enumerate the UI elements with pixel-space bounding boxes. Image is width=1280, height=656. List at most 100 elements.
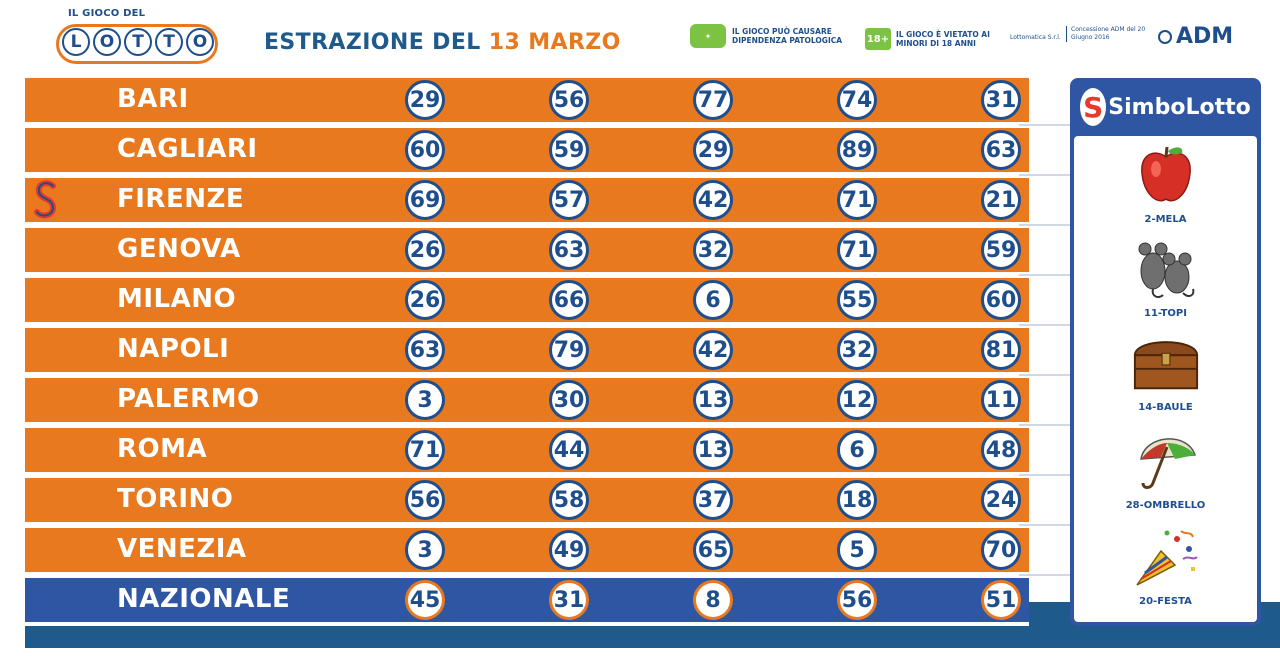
city-name: NAPOLI [117, 334, 230, 364]
adm-emblem-icon [1158, 29, 1172, 44]
footer-bar [25, 626, 1280, 648]
logo-letter: O [186, 28, 214, 56]
drawn-number: 45 [405, 580, 445, 620]
drawn-number: 60 [981, 280, 1021, 320]
logo-letter: T [155, 28, 183, 56]
simbolotto-marker-icon [34, 180, 57, 219]
drawn-number: 11 [981, 380, 1021, 420]
title-prefix: ESTRAZIONE DEL [264, 30, 481, 55]
row-divider-line [1019, 524, 1079, 526]
drawn-number: 13 [693, 430, 733, 470]
row-divider-line [1019, 574, 1079, 576]
age-badge: 18+ [865, 28, 891, 50]
drawn-number: 44 [549, 430, 589, 470]
header: IL GIOCO DEL L O T T O ESTRAZIONE DEL 13… [0, 0, 1280, 76]
drawn-number: 71 [837, 180, 877, 220]
drawn-number: 21 [981, 180, 1021, 220]
gioco-sicuro-icon: ✦ [690, 24, 726, 48]
draw-row: PALERMO 3 30 13 12 11 [25, 378, 1029, 422]
drawn-number: 55 [837, 280, 877, 320]
row-divider [25, 272, 1079, 278]
row-divider [25, 372, 1079, 378]
symbol-label: 20-FESTA [1139, 596, 1192, 607]
draw-row: GENOVA 26 63 32 71 59 [25, 228, 1029, 272]
symbol-item: 20-FESTA [1074, 522, 1257, 607]
drawn-number: 66 [549, 280, 589, 320]
page-title: ESTRAZIONE DEL 13 MARZO [264, 30, 621, 55]
apple-icon [1131, 140, 1201, 210]
symbol-item: 14-BAULE [1074, 328, 1257, 413]
drawn-number: 29 [693, 130, 733, 170]
row-divider-line [1019, 474, 1079, 476]
mice-icon [1131, 234, 1201, 304]
drawn-number: 8 [693, 580, 733, 620]
drawn-number: 6 [693, 280, 733, 320]
row-divider [25, 172, 1079, 178]
drawn-number: 56 [837, 580, 877, 620]
drawn-number: 12 [837, 380, 877, 420]
drawn-number: 74 [837, 80, 877, 120]
city-name: CAGLIARI [117, 134, 258, 164]
drawn-number: 26 [405, 280, 445, 320]
drawn-number: 71 [405, 430, 445, 470]
drawn-number: 79 [549, 330, 589, 370]
concession-note: Concessione ADM del 20 Giugno 2016 [1066, 26, 1151, 42]
draw-row: CAGLIARI 60 59 29 89 63 [25, 128, 1029, 172]
symbol-label: 11-TOPI [1144, 308, 1187, 319]
logo-letters: L O T T O [62, 28, 214, 56]
drawn-number: 63 [981, 130, 1021, 170]
adm-label: ADM [1176, 24, 1234, 49]
drawn-number: 13 [693, 380, 733, 420]
logo-letter: T [124, 28, 152, 56]
row-divider-line [1019, 174, 1079, 176]
row-divider [25, 572, 1079, 578]
drawn-number: 3 [405, 380, 445, 420]
row-divider [25, 422, 1079, 428]
drawn-number: 56 [405, 480, 445, 520]
city-name: ROMA [117, 434, 208, 464]
symbol-label: 28-OMBRELLO [1125, 500, 1206, 511]
simbolotto-symbols: 2-MELA 11-TOPI [1074, 136, 1257, 622]
simbolotto-title-text: SimboLotto [1108, 94, 1251, 120]
row-divider-line [1019, 274, 1079, 276]
symbol-item: 11-TOPI [1074, 234, 1257, 319]
drawn-number: 29 [405, 80, 445, 120]
row-divider-line [1019, 224, 1079, 226]
drawn-number: 24 [981, 480, 1021, 520]
title-date: 13 MARZO [488, 30, 621, 55]
row-divider [25, 472, 1079, 478]
symbol-item: 28-OMBRELLO [1074, 426, 1257, 511]
draw-row: FIRENZE 69 57 42 71 21 [25, 178, 1029, 222]
simbolotto-panel: S SimboLotto 2-MELA [1070, 78, 1261, 626]
age-warning-text: IL GIOCO È VIETATO AI MINORI DI 18 ANNI [896, 30, 990, 48]
city-name: VENEZIA [117, 534, 247, 564]
addiction-warning: ✦ IL GIOCO PUÒ CAUSARE DIPENDENZA PATOLO… [690, 24, 852, 48]
drawn-number: 77 [693, 80, 733, 120]
drawn-number: 59 [981, 230, 1021, 270]
simbolotto-title: S SimboLotto [1070, 88, 1261, 126]
city-name: MILANO [117, 284, 237, 314]
drawn-number: 6 [837, 430, 877, 470]
draw-row: MILANO 26 66 6 55 60 [25, 278, 1029, 322]
drawn-number: 3 [405, 530, 445, 570]
row-divider [25, 322, 1079, 328]
adm-logo: ADM [1158, 24, 1233, 49]
draw-row: NAPOLI 63 79 42 32 81 [25, 328, 1029, 372]
chest-icon [1131, 328, 1201, 398]
logo-subtitle: IL GIOCO DEL [68, 8, 146, 19]
symbol-item: 2-MELA [1074, 140, 1257, 225]
drawn-number: 37 [693, 480, 733, 520]
drawn-number: 71 [837, 230, 877, 270]
draw-row: ROMA 71 44 13 6 48 [25, 428, 1029, 472]
draw-row: BARI 29 56 77 74 31 [25, 78, 1029, 122]
drawn-number: 57 [549, 180, 589, 220]
row-divider-line [1019, 424, 1079, 426]
city-name: BARI [117, 84, 189, 114]
city-name: GENOVA [117, 234, 241, 264]
draw-row: VENEZIA 3 49 65 5 70 [25, 528, 1029, 572]
drawn-number: 59 [549, 130, 589, 170]
lotto-logo: IL GIOCO DEL L O T T O [56, 6, 226, 66]
drawn-number: 70 [981, 530, 1021, 570]
row-divider-line [1019, 374, 1079, 376]
row-divider [25, 122, 1079, 128]
